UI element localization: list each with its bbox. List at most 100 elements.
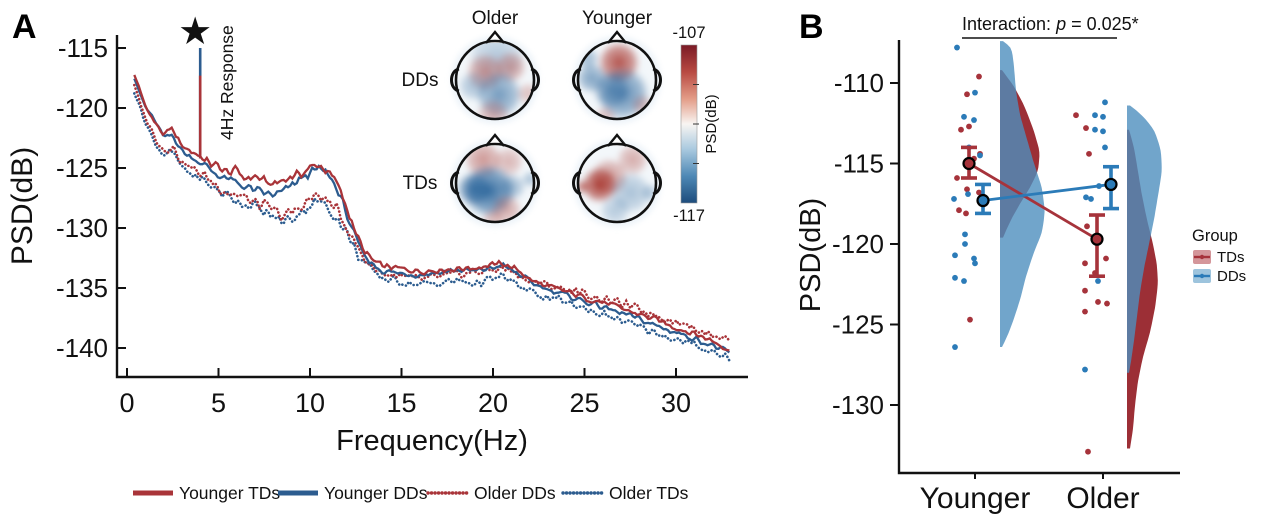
data-point-tds bbox=[1082, 308, 1088, 315]
left-ear bbox=[450, 170, 460, 196]
x-tick-label: 0 bbox=[119, 388, 134, 418]
data-point-dds bbox=[1095, 278, 1101, 284]
blob-red bbox=[579, 179, 590, 195]
legend-title: Group bbox=[1192, 227, 1238, 245]
data-point-tds bbox=[956, 207, 962, 214]
data-point-dds bbox=[965, 191, 971, 197]
y-tick-label: -135 bbox=[56, 273, 108, 303]
head-outline bbox=[454, 39, 536, 121]
data-point-tds bbox=[1085, 448, 1091, 455]
legend-label-dds: DDs bbox=[1217, 268, 1246, 285]
data-point-dds bbox=[1082, 366, 1088, 373]
y-axis-title: PSD(dB) bbox=[6, 147, 39, 265]
mean-marker-tds-younger bbox=[962, 156, 976, 171]
data-point-dds bbox=[962, 241, 968, 247]
x-tick-label: 5 bbox=[211, 388, 226, 418]
y-tick-label: -115 bbox=[834, 149, 884, 179]
line-younger-tds bbox=[133, 74, 730, 352]
interaction-annotation: Interaction: p = 0.025* bbox=[962, 14, 1139, 34]
data-point-dds bbox=[954, 44, 960, 51]
mean-marker-tds-older bbox=[1090, 232, 1104, 246]
blob-red bbox=[481, 208, 505, 221]
data-point-dds bbox=[951, 196, 957, 202]
mean-marker-dds-older bbox=[1104, 177, 1118, 192]
data-point-dds bbox=[971, 255, 977, 262]
x-tick-label: 20 bbox=[478, 388, 508, 418]
data-point-tds bbox=[1082, 287, 1088, 294]
data-point-tds bbox=[967, 316, 973, 323]
right-ear bbox=[530, 170, 540, 196]
colorbar-title: PSD(dB) bbox=[703, 94, 720, 153]
data-point-dds bbox=[1100, 113, 1106, 120]
data-point-dds bbox=[952, 252, 958, 259]
data-point-dds bbox=[1092, 126, 1098, 133]
panel-b-axes bbox=[897, 40, 1180, 475]
category-label-younger: Younger bbox=[920, 482, 1031, 515]
topomap-inset: Older Younger DDs TDs -107 -117 PSD(dB) bbox=[402, 8, 720, 227]
data-point-tds bbox=[963, 210, 969, 217]
violin-older-dds bbox=[1127, 105, 1162, 373]
inset-row-label-tds: TDs bbox=[403, 173, 438, 194]
data-point-dds bbox=[952, 274, 958, 281]
data-point-tds bbox=[976, 189, 982, 196]
data-point-tds bbox=[1073, 112, 1079, 119]
topomap-older-dds bbox=[450, 30, 540, 124]
legend-label: Younger TDs bbox=[179, 483, 280, 503]
y-axis-title: PSD(dB) bbox=[795, 198, 827, 312]
data-point-dds bbox=[1102, 144, 1108, 151]
blob-red bbox=[516, 81, 533, 106]
blob-blue bbox=[457, 171, 492, 207]
data-point-tds bbox=[1103, 255, 1109, 262]
y-tick-label: -110 bbox=[834, 68, 884, 98]
mean-marker-dds-younger bbox=[976, 193, 990, 208]
data-point-tds bbox=[954, 175, 960, 181]
legend-label-tds: TDs bbox=[1217, 249, 1245, 266]
data-point-dds bbox=[1088, 196, 1094, 202]
panel-a-label: A bbox=[12, 8, 37, 46]
data-point-tds bbox=[966, 123, 972, 130]
head-outline bbox=[576, 39, 658, 121]
panel-a-psd-plot: -115 -120 -125 -130 -135 -140 0 5 10 15 20 25 30 Freq… bbox=[6, 11, 748, 457]
data-point-dds bbox=[961, 278, 967, 284]
data-point-dds bbox=[952, 344, 958, 350]
colorbar: -107 -117 PSD(dB) bbox=[672, 24, 720, 225]
blob-blue bbox=[457, 70, 490, 102]
data-point-dds bbox=[1092, 112, 1098, 119]
legend-label: Younger DDs bbox=[324, 483, 428, 503]
line-younger-dds bbox=[133, 78, 731, 354]
left-ear bbox=[572, 67, 582, 93]
legend-dot bbox=[1199, 273, 1205, 279]
data-point-tds bbox=[958, 126, 964, 133]
x-tick-label: 25 bbox=[569, 388, 599, 418]
x-tick-label: 30 bbox=[661, 388, 691, 418]
legend-label: Older DDs bbox=[474, 483, 556, 503]
data-point-dds bbox=[961, 113, 967, 120]
data-point-dds bbox=[1100, 128, 1106, 135]
topomap-blobs bbox=[457, 42, 533, 118]
left-ear bbox=[572, 170, 582, 196]
blob-blue bbox=[498, 173, 527, 201]
head-outline bbox=[454, 142, 536, 224]
y-tick-label: -130 bbox=[832, 390, 884, 420]
star-marker: ★ bbox=[178, 11, 212, 53]
data-point-tds bbox=[1086, 150, 1092, 157]
data-point-tds bbox=[1084, 223, 1090, 230]
data-point-dds bbox=[1083, 194, 1089, 201]
blob-blue bbox=[521, 170, 533, 188]
x-axis-title: Frequency(Hz) bbox=[336, 425, 528, 457]
y-tick-label: -120 bbox=[56, 93, 108, 123]
y-tick-label: -115 bbox=[58, 33, 108, 63]
mean-line-dds bbox=[982, 183, 1112, 202]
data-point-dds bbox=[971, 117, 977, 123]
topomap-younger-dds bbox=[572, 30, 662, 124]
inset-column-label-younger: Younger bbox=[582, 8, 653, 29]
blob-red bbox=[475, 98, 511, 118]
spike-annotation: 4Hz Response bbox=[217, 25, 237, 140]
y-tick-label: -140 bbox=[56, 333, 108, 363]
legend-label: Older TDs bbox=[609, 483, 689, 503]
data-point-tds bbox=[964, 91, 970, 98]
data-point-dds bbox=[1102, 99, 1108, 106]
topomap-blobs bbox=[579, 145, 655, 221]
